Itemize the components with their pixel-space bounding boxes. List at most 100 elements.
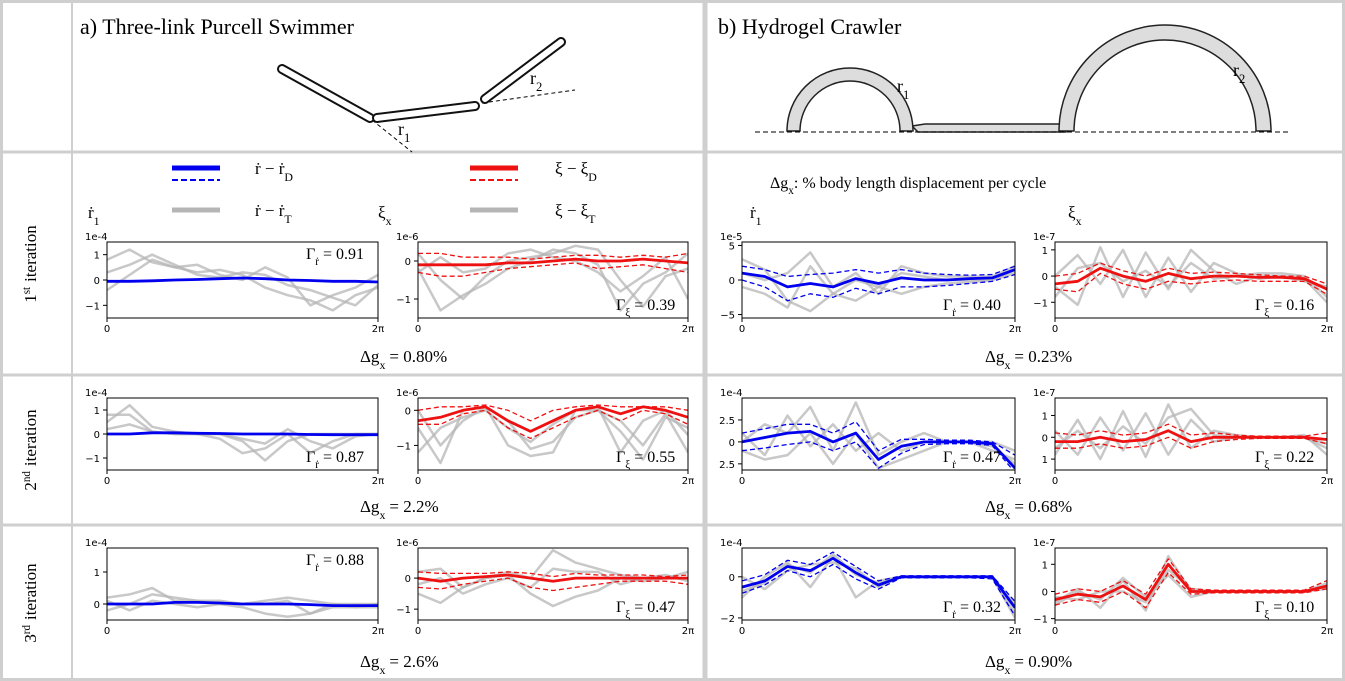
note: Δgx: % body length displacement per cycl… — [770, 175, 1046, 197]
x-tick-label: 2π — [1321, 626, 1333, 637]
gamma-annotation: Γṙ = 0.40 — [943, 297, 1001, 319]
y-tick-label: 2.5 — [719, 460, 735, 471]
data-line — [742, 265, 1015, 278]
plot-frame — [106, 547, 379, 621]
delta-gx-part: x — [1004, 508, 1010, 522]
diagram-label-part: r — [530, 68, 536, 88]
data-line — [742, 421, 1015, 456]
diagram-label-part: r — [398, 119, 404, 139]
y-tick-label: 0 — [729, 573, 735, 584]
plot-lines — [742, 401, 1015, 470]
offset-label: 1e-4 — [85, 388, 108, 399]
delta-gx-part: Δg — [360, 347, 380, 366]
gamma-annotation: Γṙ = 0.47 — [943, 449, 1001, 471]
row-label-part: iteration — [21, 225, 40, 282]
axis-label-part: 1 — [756, 214, 762, 228]
gamma-annotation-part: = 0.16 — [1273, 297, 1314, 314]
data-line — [1055, 429, 1327, 443]
y-tick-label: 0 — [94, 430, 100, 441]
gamma-annotation-part: = 0.55 — [634, 449, 675, 466]
offset-label: 1e-7 — [1033, 388, 1056, 399]
delta-gx-part: = 0.90% — [1014, 652, 1072, 671]
y-tick-label: 0 — [405, 257, 411, 268]
plot-frame — [1054, 547, 1328, 621]
diagram-label: r1 — [398, 119, 410, 145]
data-line — [418, 262, 688, 277]
x-tick-label: 0 — [415, 476, 421, 487]
gamma-annotation-part: = 0.10 — [1273, 599, 1314, 616]
gamma-annotation-part: ṙ — [952, 609, 956, 621]
data-line — [742, 563, 1015, 617]
data-line — [1055, 562, 1327, 601]
plot-lines — [107, 403, 378, 462]
y-tick-label: 1 — [1042, 246, 1048, 257]
gamma-annotation-part: Γ — [943, 449, 952, 466]
data-line — [1055, 571, 1327, 609]
plot-frame — [741, 547, 1016, 621]
data-line — [418, 252, 688, 260]
row-label-part: iteration — [21, 563, 40, 620]
gamma-annotation: Γṙ = 0.87 — [306, 449, 364, 471]
delta-gx-part: Δg — [360, 652, 380, 671]
y-tick-label: −5 — [720, 311, 735, 322]
x-tick-label: 2π — [682, 324, 694, 335]
note-part: : % body length displacement per cycle — [794, 175, 1046, 192]
axis-label: ξx — [1068, 203, 1082, 228]
row-label-part: iteration — [21, 409, 40, 466]
x-tick-label: 2π — [1009, 476, 1021, 487]
delta-gx: Δgx = 2.2% — [360, 497, 439, 522]
gamma-annotation-part: = 0.40 — [960, 297, 1001, 314]
x-tick-label: 2π — [1009, 324, 1021, 335]
plot-frame — [741, 397, 1016, 471]
x-tick-label: 0 — [1052, 476, 1058, 487]
offset-label: 1e-7 — [1033, 232, 1056, 243]
row-label: 3rd iteration — [21, 563, 40, 643]
y-tick-label: −1 — [85, 301, 100, 312]
x-tick-label: 0 — [1052, 626, 1058, 637]
column-title: b) Hydrogel Crawler — [718, 14, 902, 39]
axis-label-part: ξ — [378, 203, 386, 222]
data-line — [1055, 272, 1327, 295]
gamma-annotation: Γξ = 0.22 — [1255, 449, 1314, 471]
gamma-annotation: Γξ = 0.47 — [616, 599, 675, 621]
gamma-annotation-part: ṙ — [315, 562, 319, 574]
row-label-part: st — [21, 287, 33, 294]
data-line — [107, 431, 378, 437]
y-tick-label: 1 — [94, 406, 100, 417]
swimmer-diagram — [277, 37, 576, 153]
diagram-label-part: 2 — [1239, 72, 1245, 86]
crawler-arch — [1058, 24, 1272, 132]
gamma-annotation: Γṙ = 0.91 — [306, 246, 364, 268]
plot-frame — [417, 397, 689, 471]
gamma-annotation-part: = 0.88 — [323, 552, 364, 569]
delta-gx: Δgx = 0.90% — [985, 652, 1072, 677]
plot-frame — [417, 241, 689, 319]
x-tick-label: 0 — [739, 626, 745, 637]
data-line — [418, 571, 688, 578]
gamma-annotation-part: Γ — [616, 449, 625, 466]
note-part: Δg — [770, 175, 788, 192]
axis-label-part: x — [386, 214, 392, 228]
legend-label-part: ξ − ξ — [555, 201, 589, 220]
crawler-diagram — [755, 24, 1290, 133]
plot-lines — [742, 551, 1015, 619]
row-label-part: 3 — [21, 634, 40, 643]
data-line — [107, 258, 378, 307]
column-title: a) Three-link Purcell Swimmer — [80, 14, 355, 39]
plot-frame — [1054, 397, 1328, 471]
gamma-annotation-part: Γ — [306, 449, 315, 466]
axis-label-part: x — [1076, 214, 1082, 228]
gamma-annotation-part: ξ — [625, 609, 630, 621]
data-line — [418, 405, 688, 454]
gamma-annotation-part: ξ — [625, 459, 630, 471]
gamma-annotation-part: = 0.91 — [323, 246, 364, 263]
x-tick-label: 0 — [104, 626, 110, 637]
plot-lines — [418, 244, 688, 312]
x-tick-label: 2π — [1321, 476, 1333, 487]
x-tick-label: 2π — [682, 476, 694, 487]
gamma-annotation-part: ṙ — [952, 307, 956, 319]
